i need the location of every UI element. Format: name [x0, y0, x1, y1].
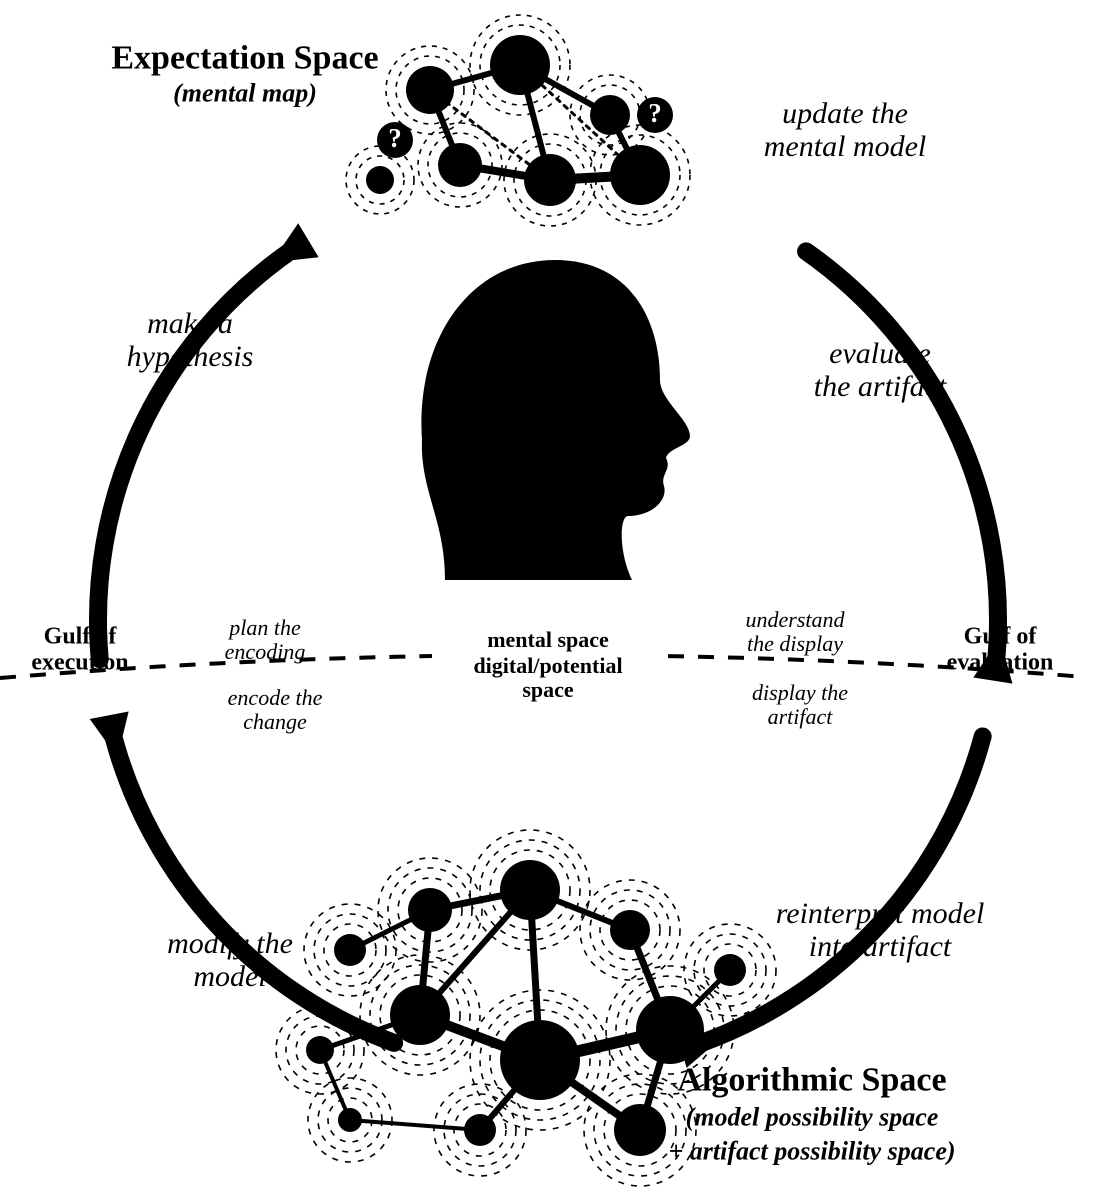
- algorithmic-network-node: [714, 954, 746, 986]
- expectation-network-node: [524, 154, 576, 206]
- head-silhouette-icon: [421, 260, 690, 580]
- step-modify: modify the model: [167, 927, 293, 993]
- cycle-arrow-bottom-to-right: [806, 251, 998, 659]
- algorithmic-network: [276, 830, 776, 1186]
- algorithmic-network-node: [500, 860, 560, 920]
- algorithmic-network-node: [636, 996, 704, 1064]
- step-reinterpret: reinterpret model into artifact: [776, 897, 985, 963]
- expectation-network-question-mark-icon: ?: [648, 98, 662, 128]
- expectation-network-node: [366, 166, 394, 194]
- divider-digital-space: digital/potential space: [473, 654, 622, 702]
- expectation-network-node: [406, 66, 454, 114]
- expectation-network-node: [490, 35, 550, 95]
- algorithmic-network-node: [338, 1108, 362, 1132]
- step-evaluate: evaluate the artifact: [814, 337, 946, 403]
- algorithmic-space-subtitle-2: + artifact possibility space): [668, 1138, 955, 1167]
- algorithmic-network-node: [334, 934, 366, 966]
- expectation-network-node: [590, 95, 630, 135]
- algorithmic-space-title: Algorithmic Space: [677, 1061, 946, 1098]
- diagram-svg: ??: [0, 0, 1097, 1200]
- algorithmic-network-node: [614, 1104, 666, 1156]
- expectation-network-node: [610, 145, 670, 205]
- algorithmic-network-node: [306, 1036, 334, 1064]
- algorithmic-space-subtitle-1: (model possibility space: [686, 1104, 939, 1133]
- expectation-network-question-mark-icon: ?: [388, 123, 402, 153]
- divider-mental-space: mental space: [487, 628, 609, 652]
- subaction-display: display the artifact: [752, 681, 848, 729]
- algorithmic-network-node: [390, 985, 450, 1045]
- cycle-arrow-right-to-top: [702, 736, 983, 1042]
- algorithmic-network-node: [408, 888, 452, 932]
- cycle-arrow-top-to-left: [113, 736, 394, 1042]
- expectation-space-subtitle: (mental map): [173, 80, 317, 109]
- algorithmic-network-edge: [350, 1120, 480, 1130]
- gulf-of-execution: Gulf of execution: [31, 624, 128, 677]
- diagram-stage: ?? Expectation Space (mental map) Algori…: [0, 0, 1097, 1200]
- expectation-space-title: Expectation Space: [111, 39, 378, 76]
- algorithmic-network-node: [610, 910, 650, 950]
- gulf-of-evaluation: Gulf of evaluation: [947, 624, 1054, 677]
- step-hypothesis: make a hypothesis: [127, 307, 254, 373]
- expectation-network-node: [438, 143, 482, 187]
- subaction-plan: plan the encoding: [225, 616, 306, 664]
- algorithmic-network-node: [500, 1020, 580, 1100]
- subaction-encode: encode the change: [228, 686, 323, 734]
- step-update: update the mental model: [764, 97, 926, 163]
- algorithmic-network-node: [464, 1114, 496, 1146]
- cycle-arrowhead-left-to-bottom: [271, 223, 318, 262]
- expectation-network: ??: [346, 15, 690, 226]
- subaction-understand: understand the display: [746, 608, 845, 656]
